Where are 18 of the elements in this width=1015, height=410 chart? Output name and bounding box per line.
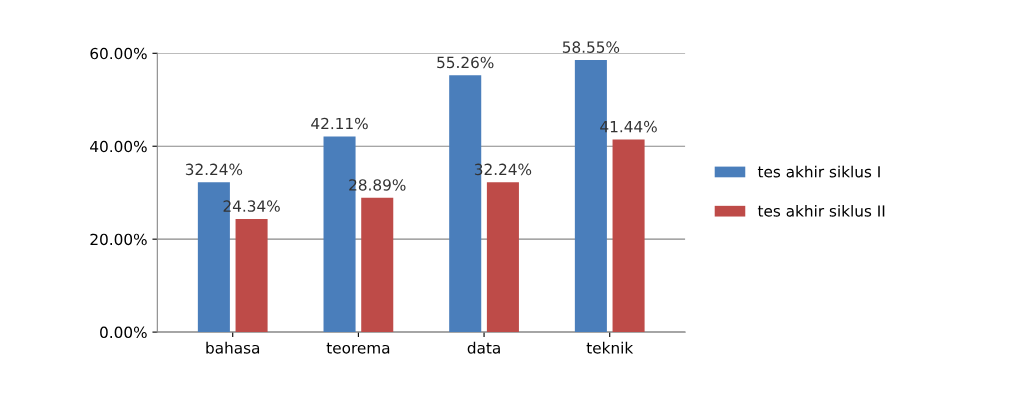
y-tick-label: 20.00% (90, 233, 147, 246)
y-tick-label: 60.00% (90, 47, 147, 60)
x-tick-label: bahasa (206, 341, 260, 354)
x-tick-label: teknik (586, 341, 634, 354)
x-tick-label: teorema (326, 342, 390, 354)
data-label: 58.55% (562, 41, 620, 53)
legend-label: tes akhir siklus I (757, 165, 880, 178)
data-label: 55.26% (437, 56, 494, 69)
bar (235, 219, 268, 333)
y-tick-label: 0.00% (100, 326, 147, 339)
bar (486, 182, 519, 333)
y-tick-label: 40.00% (90, 140, 147, 153)
bar (612, 139, 645, 333)
data-label: 42.11% (311, 117, 368, 130)
x-tick-label: data (467, 341, 500, 354)
bar (361, 197, 394, 333)
data-label: 32.24% (185, 163, 243, 176)
legend-label: tes akhir siklus II (757, 204, 885, 217)
